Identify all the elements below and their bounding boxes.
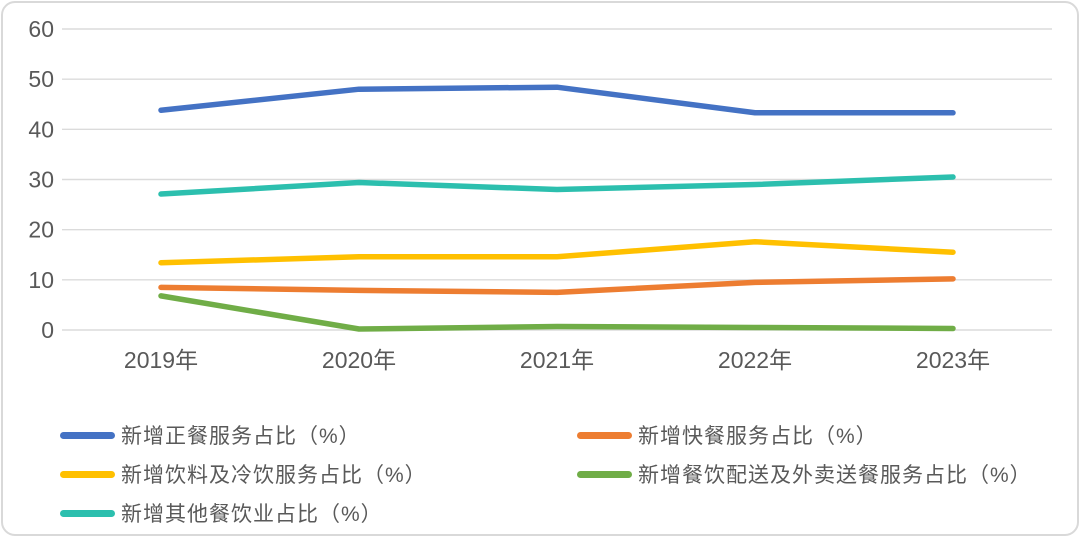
legend-line-swatch xyxy=(577,470,632,478)
y-tick-label: 30 xyxy=(28,167,54,193)
legend-label: 新增饮料及冷饮服务占比（%） xyxy=(121,464,427,487)
series-line-1 xyxy=(158,276,956,296)
series-line-2 xyxy=(158,238,956,266)
x-tick-label: 2020年 xyxy=(322,347,396,373)
line-chart: 0 10 20 30 40 50 60 2019年 2020年 2021年 2022年 2023年 xyxy=(28,16,1052,373)
y-tick-label: 0 xyxy=(41,317,54,343)
x-tick-label: 2023年 xyxy=(916,347,990,373)
y-tick-label: 40 xyxy=(28,116,54,142)
y-tick-label: 20 xyxy=(28,217,54,243)
y-tick-label: 10 xyxy=(28,267,54,293)
y-tick-label: 60 xyxy=(28,16,54,42)
legend-line-swatch xyxy=(60,470,115,478)
y-tick-label: 50 xyxy=(28,66,54,92)
chart-legend: 新增正餐服务占比（%） 新增快餐服务占比（%） 新增饮料及冷饮服务占比（%） 新… xyxy=(60,420,1050,528)
legend-item-fastfood: 新增快餐服务占比（%） xyxy=(577,420,1050,450)
legend-label: 新增餐饮配送及外卖送餐服务占比（%） xyxy=(638,464,1032,487)
legend-label: 新增正餐服务占比（%） xyxy=(121,425,361,448)
legend-label: 新增其他餐饮业占比（%） xyxy=(121,503,383,526)
legend-item-delivery: 新增餐饮配送及外卖送餐服务占比（%） xyxy=(577,459,1050,489)
legend-line-swatch xyxy=(577,431,632,439)
legend-item-dinner: 新增正餐服务占比（%） xyxy=(60,420,577,450)
legend-line-swatch xyxy=(60,431,115,439)
series-line-3 xyxy=(158,293,956,332)
x-tick-label: 2022年 xyxy=(718,347,792,373)
legend-item-other: 新增其他餐饮业占比（%） xyxy=(60,498,577,528)
x-tick-label: 2021年 xyxy=(520,347,594,373)
x-tick-label: 2019年 xyxy=(124,347,198,373)
series-line-4 xyxy=(158,174,956,197)
legend-line-swatch xyxy=(60,509,115,517)
legend-item-beverage: 新增饮料及冷饮服务占比（%） xyxy=(60,459,577,489)
series-line-0 xyxy=(158,84,956,116)
legend-label: 新增快餐服务占比（%） xyxy=(638,425,878,448)
